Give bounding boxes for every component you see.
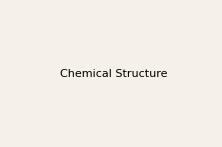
Text: Chemical Structure: Chemical Structure: [60, 69, 168, 79]
